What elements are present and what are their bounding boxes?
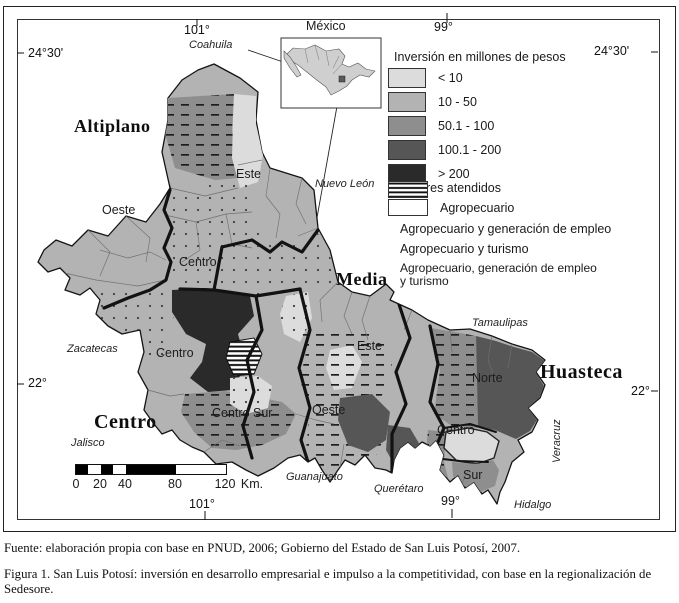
legend-investment-title: Inversión en millones de pesos bbox=[394, 50, 566, 64]
legend-row: 50.1 - 100 bbox=[388, 116, 566, 136]
legend-investment: Inversión en millones de pesos < 10 10 -… bbox=[388, 50, 566, 188]
graticule-ticks bbox=[17, 13, 658, 520]
map-canvas bbox=[17, 13, 658, 520]
lon-99-top: 99° bbox=[434, 20, 453, 34]
region-label-altiplano: Altiplano bbox=[74, 116, 151, 136]
scale-segment bbox=[101, 465, 113, 474]
legend-row: Agropecuario y turismo bbox=[388, 181, 611, 256]
legend-label: < 10 bbox=[438, 71, 463, 85]
region-label-centro: Centro bbox=[94, 411, 157, 433]
lat-2430-right: 24°30' bbox=[594, 44, 630, 58]
scale-unit: Km. bbox=[240, 477, 264, 491]
legend-label: Agropecuario y turismo bbox=[400, 242, 529, 256]
region-label-media: Media bbox=[336, 269, 388, 289]
subregion-media-este: Este bbox=[357, 339, 383, 353]
legend-label: > 200 bbox=[438, 167, 470, 181]
lat-2430-left: 24°30' bbox=[28, 46, 64, 60]
scale-tick-0: 0 bbox=[72, 477, 80, 491]
municipal-boundaries bbox=[59, 159, 513, 489]
lat-22-right: 22° bbox=[631, 384, 650, 398]
neighbor-nuevo-leon: Nuevo León bbox=[315, 178, 375, 190]
scale-segment bbox=[126, 465, 176, 474]
neighbor-jalisco: Jalisco bbox=[71, 437, 105, 449]
legend-label: Agropecuario, generación de empleo y tur… bbox=[400, 261, 597, 288]
caption-figure: Figura 1. San Luis Potosí: inversión en … bbox=[4, 567, 652, 596]
inset-title: México bbox=[306, 19, 346, 33]
lon-99-bottom: 99° bbox=[441, 494, 460, 508]
swatch-10-50 bbox=[388, 92, 426, 112]
swatch-50-100 bbox=[388, 116, 426, 136]
legend-row: Agropecuario bbox=[388, 199, 611, 216]
scale-tick-40: 40 bbox=[118, 477, 132, 491]
scale-tick-20: 20 bbox=[93, 477, 107, 491]
swatch-lt10 bbox=[388, 68, 426, 88]
legend-row: Agropecuario y generación de empleo bbox=[388, 181, 612, 236]
subregion-centro-sur: Centro Sur bbox=[212, 406, 273, 420]
legend-row: 100.1 - 200 bbox=[388, 140, 566, 160]
lon-101-top: 101° bbox=[184, 23, 210, 37]
scale-tick-120: 120 bbox=[214, 477, 236, 491]
subregion-media-oeste: Oeste bbox=[312, 403, 346, 417]
neighbor-zacatecas: Zacatecas bbox=[67, 343, 118, 355]
caption-source: Fuente: elaboración propia con base en P… bbox=[4, 541, 521, 555]
legend-sectors: Sectores atendidos Agropecuario Agropecu… bbox=[388, 181, 611, 294]
lon-101-bottom: 101° bbox=[189, 497, 215, 511]
swatch-100-200 bbox=[388, 140, 426, 160]
region-boundaries bbox=[102, 170, 497, 480]
subregion-huasteca-sur: Sur bbox=[463, 468, 483, 482]
legend-row: < 10 bbox=[388, 68, 566, 88]
neighbor-hidalgo: Hidalgo bbox=[514, 499, 552, 511]
neighbor-tamaulipas: Tamaulipas bbox=[472, 317, 528, 329]
scale-bar bbox=[75, 464, 227, 475]
subregion-centro-centro: Centro bbox=[156, 346, 194, 360]
subregion-huasteca-centro: Centro bbox=[437, 423, 475, 437]
inset-mexico bbox=[280, 37, 382, 109]
legend-row: Agropecuario, generación de empleo y tur… bbox=[388, 181, 611, 288]
inset-slp-highlight bbox=[338, 75, 346, 83]
scale-segment bbox=[76, 465, 88, 474]
municipality-fills bbox=[164, 94, 545, 492]
subregion-huasteca-norte: Norte bbox=[472, 371, 503, 385]
scale-tick-80: 80 bbox=[168, 477, 182, 491]
legend-label: 100.1 - 200 bbox=[438, 143, 502, 157]
swatch-stripes bbox=[388, 181, 428, 198]
swatch-plain bbox=[388, 199, 428, 216]
neighbor-coahuila: Coahuila bbox=[189, 39, 233, 51]
legend-row: 10 - 50 bbox=[388, 92, 566, 112]
legend-label: 10 - 50 bbox=[438, 95, 477, 109]
region-label-huasteca: Huasteca bbox=[540, 361, 623, 383]
lat-22-left: 22° bbox=[28, 376, 47, 390]
neighbor-guanajuato: Guanajuato bbox=[286, 471, 343, 483]
legend-label: Agropecuario bbox=[440, 200, 515, 215]
subregion-altiplano-este: Este bbox=[236, 167, 262, 181]
neighbor-queretaro: Querétaro bbox=[374, 483, 424, 495]
subregion-altiplano-centro: Centro bbox=[179, 255, 217, 269]
neighbor-veracruz: Veracruz bbox=[551, 419, 563, 463]
subregion-altiplano-oeste: Oeste bbox=[102, 203, 136, 217]
legend-label: Agropecuario y generación de empleo bbox=[400, 222, 612, 236]
legend-label: 50.1 - 100 bbox=[438, 119, 495, 133]
